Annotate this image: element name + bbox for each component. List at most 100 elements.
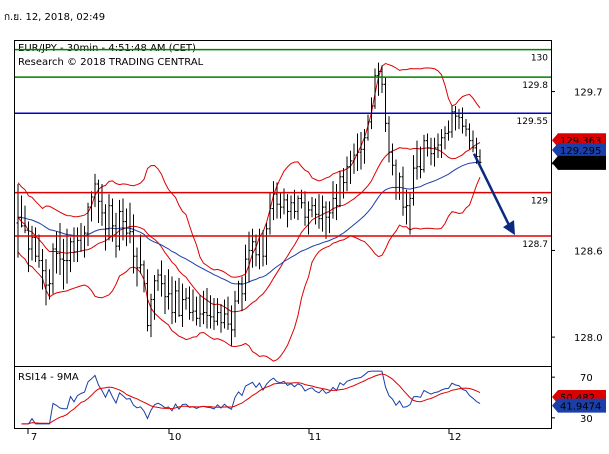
ohlc-bar xyxy=(170,276,174,325)
forecast-arrow-shaft xyxy=(472,153,511,226)
ohlc-bar xyxy=(125,208,128,247)
rsi-badge-text: 50.482 xyxy=(560,393,595,404)
ohlc-bar xyxy=(188,286,191,320)
ohlc-bar xyxy=(72,227,76,262)
ohlc-bar xyxy=(226,296,230,330)
rsi-badge-bg xyxy=(552,398,606,413)
ohlc-bar xyxy=(121,198,125,241)
ohlc-bar xyxy=(135,247,139,287)
key-levels: 130 129.8 129.55 129 128.7 xyxy=(15,48,551,250)
ohlc-bar xyxy=(23,205,27,234)
ohlc-bar xyxy=(149,293,153,338)
ohlc-bar xyxy=(223,299,226,329)
ohlc-bar xyxy=(310,197,314,218)
x-tick-label: 12 xyxy=(449,432,462,443)
forecast-arrow-head xyxy=(503,220,515,236)
timestamp-label: ก.ย. 12, 2018, 02:49 xyxy=(4,12,105,23)
ohlc-bar xyxy=(212,298,216,330)
ohlc-bar xyxy=(377,62,380,96)
ohlc-bar xyxy=(184,288,188,310)
ohlc-bar xyxy=(265,223,268,265)
ohlc-bar xyxy=(191,289,195,322)
ohlc-bar xyxy=(454,106,457,131)
ohlc-bar xyxy=(331,181,335,219)
rsi-line xyxy=(21,370,481,425)
ohlc-bar xyxy=(328,201,331,234)
ohlc-bar xyxy=(111,198,114,242)
ohlc-bar xyxy=(461,107,464,134)
ohlc-bar xyxy=(30,225,34,261)
level-label-130: 130 xyxy=(531,54,548,64)
ohlc-bar xyxy=(79,223,83,252)
ohlc-bar xyxy=(359,132,363,170)
ohlc-bar xyxy=(464,119,468,137)
ohlc-bar xyxy=(471,130,475,153)
ohlc-bar xyxy=(279,192,282,219)
ohlc-bar xyxy=(384,77,387,132)
ohlc-bar xyxy=(205,288,209,329)
ohlc-bar xyxy=(398,172,401,200)
ohlc-bar xyxy=(86,202,90,247)
price-badge-bg xyxy=(552,143,606,158)
y-tick-label: 129.7 xyxy=(574,88,603,99)
ohlc-bar xyxy=(254,234,258,267)
ohlc-bar xyxy=(317,194,321,229)
rsi-badge-41.9474: 41.9474 xyxy=(552,398,606,413)
rsi-title: RSI14 - 9MA xyxy=(18,372,79,383)
ohlc-bar xyxy=(408,192,412,235)
price-badge-129.206: 129.206 xyxy=(552,155,606,170)
ohlc-bar xyxy=(48,269,51,300)
credit-label: Research © 2018 TRADING CENTRAL xyxy=(18,57,204,68)
ohlc-bar xyxy=(447,120,450,141)
ohlc-bar xyxy=(412,155,415,206)
ohlc-bar xyxy=(100,184,104,226)
ohlc-bar xyxy=(118,199,121,251)
ohlc-bar xyxy=(58,223,62,275)
price-badge-text: 129.363 xyxy=(560,136,601,147)
ohlc-bar xyxy=(422,134,426,173)
ohlc-bar xyxy=(321,195,324,232)
ohlc-bar xyxy=(230,305,233,346)
ohlc-bar xyxy=(90,191,93,222)
ohlc-bar xyxy=(401,166,405,216)
ohlc-bar xyxy=(146,269,149,332)
ohlc-bar xyxy=(76,227,79,262)
ohlc-bar xyxy=(240,276,244,312)
price-badge-text: 129.295 xyxy=(560,146,601,157)
ohlc-bar xyxy=(244,244,247,301)
ohlc-bar xyxy=(450,106,454,138)
ohlc-bar xyxy=(69,237,72,273)
ohlc-bar xyxy=(387,116,391,163)
ohlc-bar xyxy=(394,159,398,200)
instrument-label: EUR/JPY - 30min - 4:51:48 AM (CET) xyxy=(18,43,196,54)
x-tick-label: 10 xyxy=(169,432,182,443)
ohlc-bar xyxy=(356,133,359,171)
ohlc-bar xyxy=(352,143,356,174)
ohlc-bar xyxy=(209,295,212,329)
ohlc-bar xyxy=(251,228,254,268)
rsi-plot xyxy=(21,370,481,425)
ohlc-bar xyxy=(139,234,142,274)
ohlc-bar xyxy=(83,225,86,258)
ohlc-bar xyxy=(163,275,167,314)
ohlc-bar xyxy=(51,243,55,294)
ohlc-bar xyxy=(296,195,300,221)
rsi-tick-label: 70 xyxy=(580,373,593,384)
ohlc-bar xyxy=(104,204,107,251)
rsi-panel-frame xyxy=(14,366,552,429)
ohlc-bar xyxy=(195,296,198,326)
ohlc-bar xyxy=(174,280,177,323)
ohlc-bar xyxy=(44,259,48,306)
ohlc-bar xyxy=(335,184,338,221)
ohlc-bar xyxy=(181,283,184,327)
rsi-tick-label: 30 xyxy=(580,414,593,425)
price-badge-text: 129.206 xyxy=(560,159,601,170)
ohlc-bar xyxy=(289,195,293,221)
ohlc-bar xyxy=(275,182,279,219)
level-label-129.55: 129.55 xyxy=(517,117,549,127)
ohlc-bar xyxy=(373,68,377,109)
ohlc-bar xyxy=(62,238,65,290)
ohlc-bar xyxy=(338,171,342,208)
ohlc-bar xyxy=(128,202,132,244)
